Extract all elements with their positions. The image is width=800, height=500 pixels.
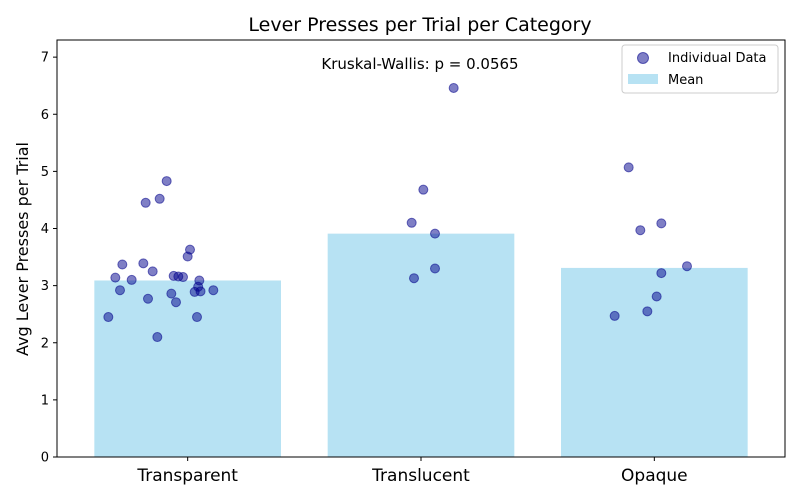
data-point-translucent-25 — [406, 217, 417, 228]
data-point-transparent-16 — [178, 272, 188, 283]
stat-annotation: Kruskal-Wallis: p = 0.0565 — [321, 55, 518, 73]
data-point-transparent-23 — [195, 286, 206, 297]
data-point-transparent-24 — [208, 285, 219, 296]
data-point-translucent-30 — [448, 82, 459, 93]
data-point-transparent-5 — [138, 258, 149, 269]
chart-title: Lever Presses per Trial per Category — [248, 14, 591, 36]
data-point-transparent-11 — [161, 176, 172, 187]
y-axis-label: Avg Lever Presses per Trial — [13, 142, 32, 356]
data-point-transparent-0 — [103, 312, 114, 323]
data-point-transparent-6 — [140, 197, 151, 208]
data-point-opaque-34 — [642, 306, 653, 317]
y-tick-label-7: 7 — [41, 51, 49, 66]
data-point-opaque-38 — [682, 261, 692, 272]
x-axis: Transparent Translucent Opaque — [136, 457, 688, 486]
y-tick-label-6: 6 — [41, 108, 49, 123]
data-point-opaque-33 — [635, 225, 646, 236]
data-point-opaque-31 — [609, 310, 620, 321]
bar-layer — [94, 233, 748, 457]
y-tick-label-5: 5 — [41, 165, 49, 180]
legend-label-individual-data: Individual Data — [668, 51, 766, 66]
y-axis: 0 1 2 3 4 5 6 7 — [41, 51, 57, 466]
legend-marker-individual-data — [637, 52, 649, 64]
legend: Individual Data Mean — [621, 44, 779, 94]
data-point-translucent-29 — [430, 263, 440, 274]
data-point-transparent-14 — [171, 297, 181, 308]
bar-translucent — [327, 233, 515, 457]
y-tick-label-4: 4 — [41, 222, 49, 237]
data-point-opaque-37 — [656, 268, 667, 279]
y-tick-label-3: 3 — [41, 279, 49, 294]
x-tick-label-opaque: Opaque — [621, 466, 688, 486]
data-point-transparent-18 — [185, 244, 195, 255]
data-point-opaque-32 — [623, 162, 634, 173]
data-point-opaque-35 — [651, 291, 662, 302]
data-point-transparent-9 — [152, 332, 163, 343]
y-tick-label-1: 1 — [41, 393, 49, 408]
data-point-transparent-22 — [194, 275, 205, 286]
data-point-transparent-12 — [166, 288, 177, 299]
y-tick-label-0: 0 — [41, 451, 49, 466]
data-point-translucent-26 — [409, 273, 419, 284]
y-tick-label-2: 2 — [41, 336, 49, 351]
legend-label-mean: Mean — [668, 73, 703, 88]
legend-box — [621, 44, 779, 94]
data-point-transparent-3 — [117, 259, 128, 270]
data-point-transparent-10 — [154, 193, 165, 204]
x-tick-label-translucent: Translucent — [371, 466, 470, 486]
data-point-transparent-1 — [110, 272, 121, 283]
data-point-transparent-20 — [192, 312, 202, 323]
bar-transparent — [94, 280, 281, 457]
data-point-translucent-27 — [418, 184, 429, 195]
scatter-layer — [103, 82, 692, 343]
data-point-transparent-2 — [115, 285, 125, 296]
legend-swatch-mean — [628, 74, 658, 84]
data-point-translucent-28 — [430, 228, 440, 239]
data-point-transparent-8 — [147, 266, 158, 277]
data-point-opaque-36 — [656, 218, 667, 229]
data-point-transparent-7 — [143, 293, 153, 304]
data-point-transparent-4 — [126, 274, 137, 285]
x-tick-label-transparent: Transparent — [136, 466, 238, 486]
